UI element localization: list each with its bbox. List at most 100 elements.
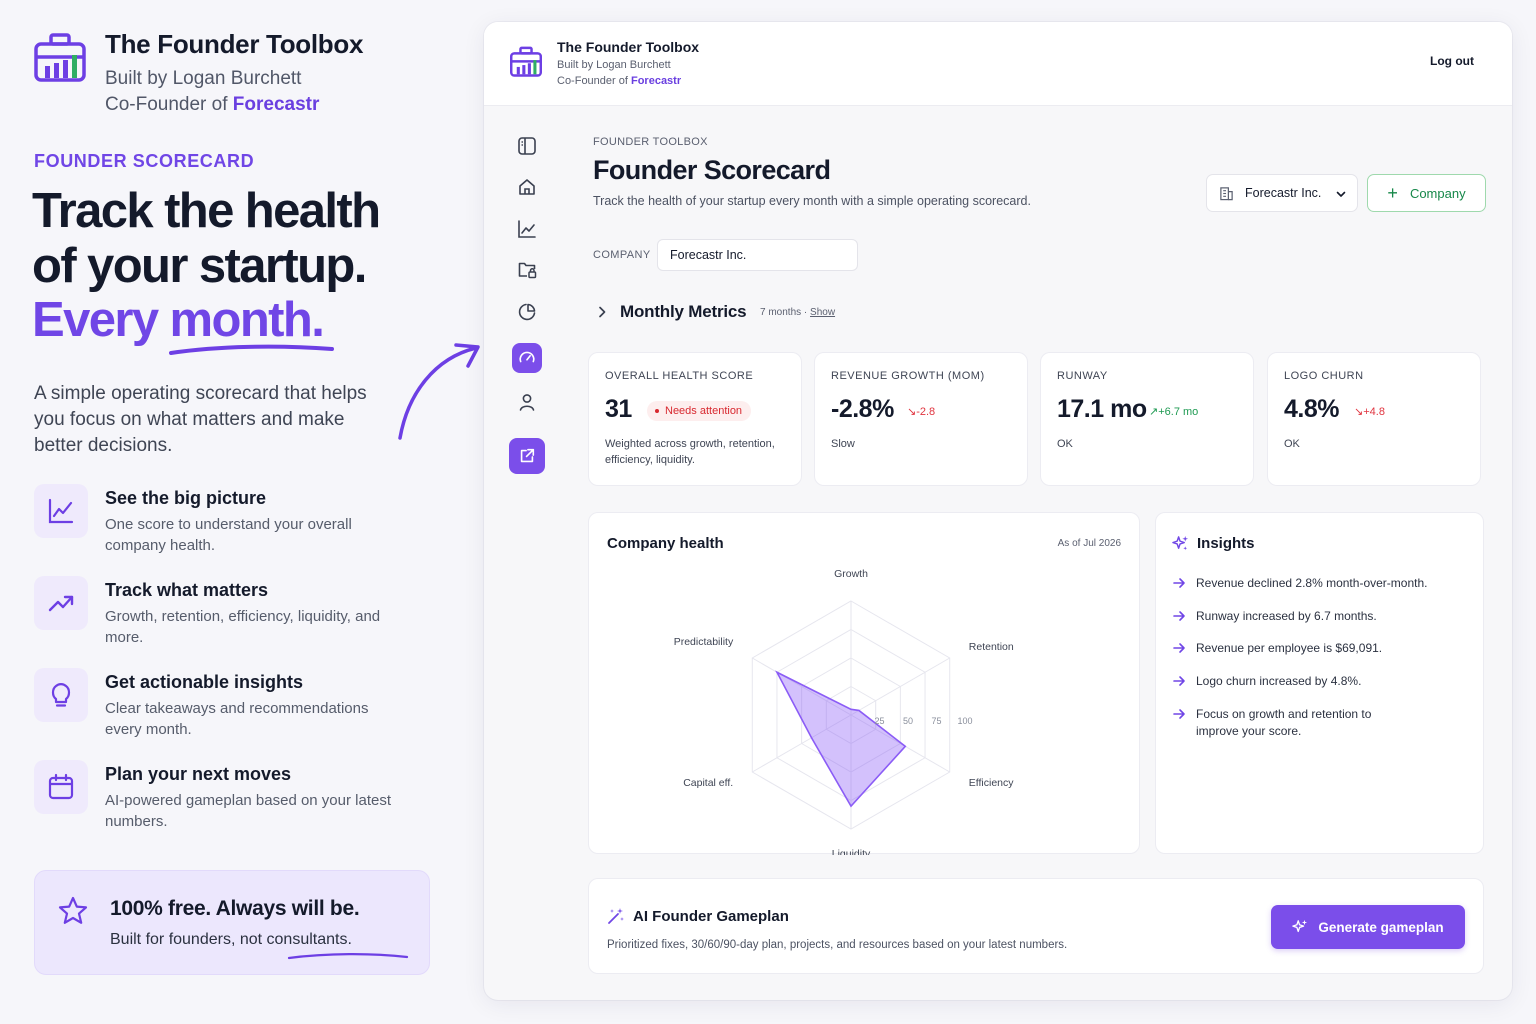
radar-axis-label: Efficiency — [969, 777, 1014, 789]
gauge-icon — [519, 351, 535, 363]
underline-decoration — [287, 953, 409, 960]
show-metrics-link[interactable]: Show — [810, 307, 836, 318]
folder-lock-icon — [518, 262, 537, 279]
chevron-down-icon — [1336, 191, 1346, 197]
radar-axis-label: Predictability — [674, 636, 734, 648]
sidebar-item-files[interactable] — [512, 255, 542, 285]
app-cofounder: Co-Founder of Forecastr — [557, 75, 682, 87]
feature-item: Track what matters Growth, retention, ef… — [34, 576, 414, 648]
radar-ring-label: 25 — [874, 716, 884, 726]
gameplan-description: Prioritized fixes, 30/60/90-day plan, pr… — [607, 939, 1068, 951]
sidebar-item-scorecard[interactable] — [512, 343, 542, 373]
line-chart-icon — [518, 220, 536, 238]
sidebar-toggle-button[interactable] — [512, 131, 542, 161]
insight-item: Revenue declined 2.8% month-over-month. — [1172, 575, 1472, 592]
hero-description: A simple operating scorecard that helps … — [34, 383, 367, 456]
radar-axis-label: Liquidity — [832, 848, 871, 855]
metric-card-runway: RUNWAY 17.1 mo ↗+6.7 mo OK — [1040, 352, 1254, 486]
free-title: 100% free. Always will be. — [110, 897, 360, 920]
external-link-icon — [520, 448, 535, 463]
feature-description: Growth, retention, efficiency, liquidity… — [105, 608, 381, 646]
sparkles-icon — [1172, 535, 1189, 551]
metric-value: 31 — [605, 395, 632, 423]
brand-title: The Founder Toolbox — [105, 29, 364, 59]
feature-item: Plan your next moves AI-powered gameplan… — [34, 760, 414, 832]
metric-delta: ↘+4.8 — [1354, 406, 1385, 418]
external-link-button[interactable] — [509, 438, 545, 474]
radar-chart: 25 50 75 100 Growth Retention Efficiency Liquid… — [674, 568, 1015, 855]
sparkles-icon — [1292, 919, 1308, 933]
metric-note: Slow — [831, 438, 855, 450]
hero-headline-line1: Track the health — [32, 184, 381, 238]
feature-description: AI-powered gameplan based on your latest… — [105, 792, 392, 830]
company-health-card: Company health As of Jul 2026 25 50 75 100 G… — [588, 512, 1140, 855]
radar-spoke — [752, 657, 852, 716]
feature-item: Get actionable insights Clear takeaways … — [34, 668, 414, 740]
hero-headline-line2: of your startup. — [32, 239, 367, 293]
status-badge: Needs attention — [647, 401, 752, 421]
generate-gameplan-button[interactable]: Generate gameplan — [1271, 905, 1465, 949]
sidebar-item-analytics[interactable] — [512, 214, 542, 244]
arrow-right-icon — [1173, 676, 1185, 686]
app-company-link[interactable]: Forecastr — [630, 75, 682, 87]
page-description: Track the health of your startup every m… — [593, 194, 1031, 208]
feature-item: See the big picture One score to underst… — [34, 484, 414, 556]
radar-ring-label: 75 — [931, 716, 941, 726]
page-title: Founder Scorecard — [593, 155, 831, 185]
company-select-value: Forecastr Inc. — [1245, 186, 1322, 200]
metric-value: 17.1 mo — [1057, 395, 1147, 423]
health-card-title: Company health — [607, 535, 724, 552]
insight-item: Logo churn increased by 4.8%. — [1172, 673, 1472, 690]
radar-spoke — [752, 714, 852, 773]
metric-card-logo-churn: LOGO CHURN 4.8% ↘+4.8 OK — [1267, 352, 1481, 486]
company-name-input[interactable] — [657, 239, 858, 271]
feature-title: Track what matters — [105, 580, 269, 600]
hero-headline-line3: Every month. — [32, 293, 325, 347]
company-select[interactable]: Forecastr Inc. — [1206, 174, 1358, 212]
panel-toggle-icon — [518, 137, 536, 155]
metric-note: Weighted across growth, retention, effic… — [605, 438, 775, 466]
feature-title: Get actionable insights — [105, 672, 304, 692]
trend-up-icon: ↗ — [1149, 406, 1159, 418]
chevron-right-icon[interactable] — [596, 305, 608, 319]
sidebar-item-account[interactable] — [512, 387, 542, 417]
metric-delta: ↗+6.7 mo — [1149, 406, 1199, 418]
radar-axis-label: Growth — [834, 568, 868, 580]
feature-title: See the big picture — [105, 488, 267, 508]
sidebar-item-reports[interactable] — [512, 297, 542, 327]
app-header: The Founder Toolbox Built by Logan Burch… — [484, 22, 1512, 106]
insight-item: Revenue per employee is $69,091. — [1172, 640, 1472, 657]
hero-underline-decoration — [169, 344, 334, 355]
metric-value: -2.8% — [831, 395, 894, 423]
arrow-right-icon — [1173, 643, 1185, 653]
sidebar-item-home[interactable] — [512, 172, 542, 202]
user-icon — [519, 394, 535, 411]
hero-eyebrow: FOUNDER SCORECARD — [34, 151, 255, 171]
insights-title: Insights — [1197, 535, 1255, 552]
brand-company-link[interactable]: Forecastr — [232, 94, 320, 115]
arrow-right-icon — [1173, 709, 1185, 719]
star-icon — [58, 896, 88, 924]
metric-delta: ↘-2.8 — [907, 406, 936, 418]
curved-arrow-icon — [398, 343, 480, 440]
lightbulb-icon — [34, 668, 88, 722]
free-callout: 100% free. Always will be. Built for fou… — [34, 870, 430, 975]
app-window: The Founder Toolbox Built by Logan Burch… — [484, 22, 1512, 1000]
logout-button[interactable]: Log out — [1430, 54, 1474, 68]
metric-label: RUNWAY — [1057, 370, 1108, 382]
arrow-right-icon — [1173, 611, 1185, 621]
monthly-metrics-title[interactable]: Monthly Metrics — [620, 302, 747, 321]
radar-axis-label: Capital eff. — [683, 777, 733, 789]
trend-down-icon: ↘ — [1354, 406, 1364, 418]
radar-axis-label: Retention — [969, 641, 1014, 653]
add-company-button[interactable]: + Company — [1367, 174, 1486, 212]
metric-label: OVERALL HEALTH SCORE — [605, 370, 754, 382]
radar-ring-label: 50 — [903, 716, 913, 726]
feature-description: One score to understand your overall com… — [105, 516, 352, 554]
radar-ring-label: 100 — [957, 716, 972, 726]
calendar-icon — [34, 760, 88, 814]
metric-card-revenue-growth: REVENUE GROWTH (MOM) -2.8% ↘-2.8 Slow — [814, 352, 1028, 486]
add-company-label: Company — [1409, 185, 1466, 201]
feature-description: Clear takeaways and recommendations ever… — [105, 700, 369, 738]
radar-spoke — [850, 657, 950, 716]
